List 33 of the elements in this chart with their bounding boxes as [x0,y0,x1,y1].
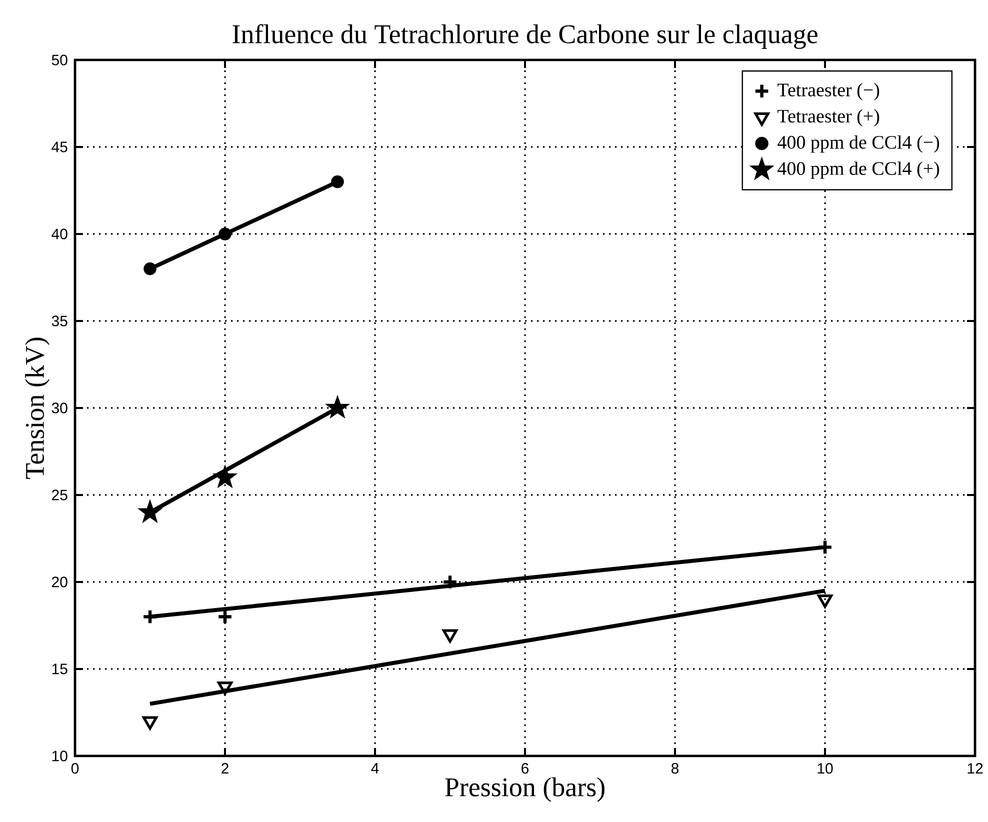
point [142,608,158,625]
y-tick-label: 20 [52,576,68,588]
point [144,262,156,276]
x-tick-label: 8 [672,763,679,774]
x-tick-label: 10 [818,763,833,774]
y-tick-label: 15 [52,664,68,674]
x-tick-label: 6 [522,763,529,774]
legend-label: Tetraester (−) [778,83,880,100]
x-tick-label: 12 [968,763,983,774]
y-tick-label: 30 [52,402,68,414]
legend-label: Tetraester (+) [778,109,880,126]
point [442,574,458,590]
x-tick-label: 4 [371,763,379,774]
y-tick-label: 40 [52,228,68,240]
legend-label: 400 ppm de CCl4 (+) [778,162,940,179]
y-tick-label: 45 [52,142,68,152]
point [326,396,350,418]
y-axis-title: Tension (kV) [25,338,50,479]
point [331,175,344,188]
point [817,539,834,556]
point [218,228,232,240]
y-tick-label: 10 [52,750,68,762]
point [213,465,237,488]
y-tick-label: 50 [52,54,68,66]
chart-title: Influence du Tetrachlorure de Carbone sur le claquage [232,24,818,49]
x-tick-label: 0 [71,763,79,774]
point [217,608,234,625]
legend-label: 400 ppm de CCl4 (−) [778,135,940,153]
y-tick-label: 35 [52,316,68,326]
x-axis-title: Pression (bars) [445,777,604,802]
x-tick-label: 2 [222,763,228,774]
point [138,500,162,522]
y-tick-label: 25 [52,490,68,500]
